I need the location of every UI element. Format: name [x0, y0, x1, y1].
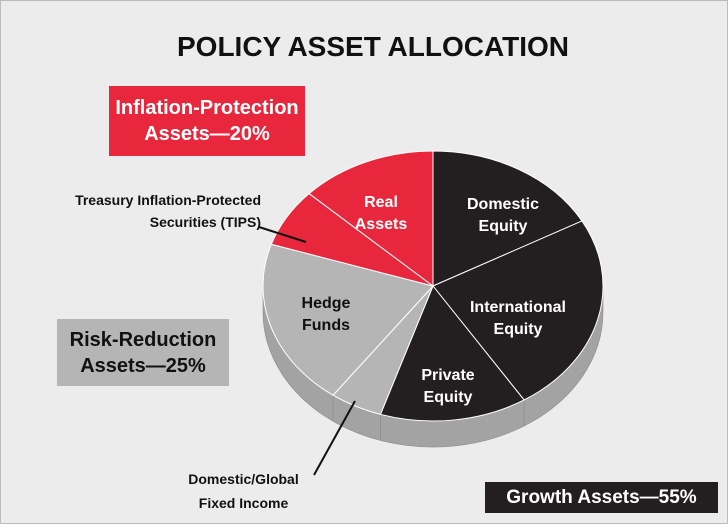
slice-label: Domestic Equity — [466, 196, 540, 235]
slice-label: Real Assets — [354, 194, 408, 233]
group-label: Growth Assets—55% — [485, 482, 718, 513]
group-label: Inflation-Protection Assets—20% — [109, 86, 305, 156]
chart-title: POLICY ASSET ALLOCATION — [176, 31, 569, 62]
slice-label: Hedge Funds — [301, 295, 351, 334]
leader-line — [258, 226, 307, 243]
group-label: Risk-Reduction Assets—25% — [57, 319, 229, 386]
slice-label: International Equity — [469, 299, 566, 338]
pie-slice — [432, 220, 604, 401]
slice-label: Treasury Inflation-Protected Securities … — [75, 192, 261, 230]
pie-slice — [379, 285, 525, 422]
slice-label: Private Equity — [421, 367, 475, 406]
leader-line — [313, 400, 356, 476]
pie-slice — [308, 150, 434, 287]
pie-slice — [432, 150, 583, 287]
slice-label: Domestic/Global Fixed Income — [188, 471, 299, 511]
pie-slice — [262, 243, 434, 396]
